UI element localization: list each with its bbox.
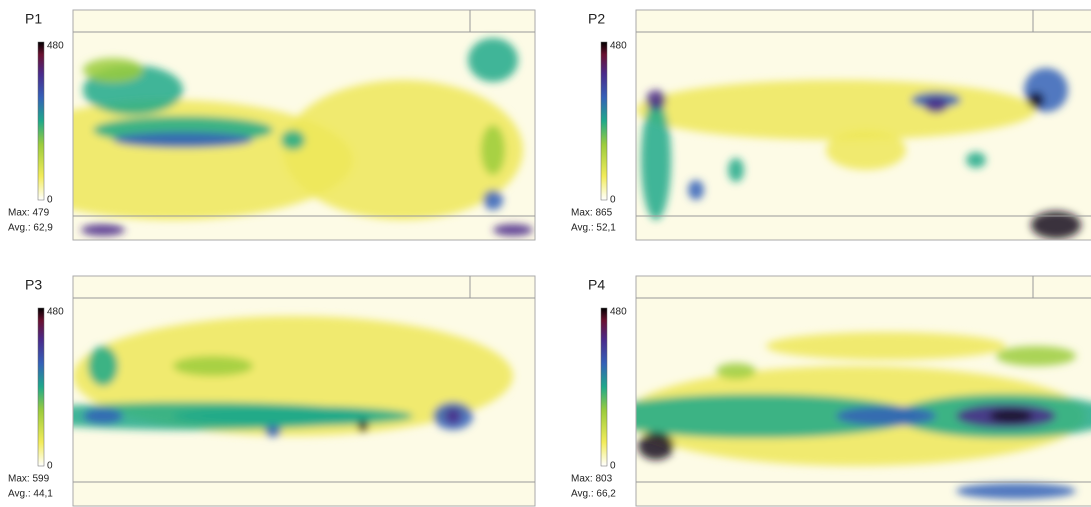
heatmap-field [636,68,1081,239]
heat-blob [281,130,305,150]
max-value: Max: 479 [8,208,50,219]
panel: P4 480 0 Max: 803 Avg.: 66,2 [571,275,1091,507]
heat-blob [283,80,523,220]
heat-blob [81,224,125,236]
heat-blob [1031,211,1081,239]
scale-max: 480 [47,41,64,52]
heat-blob [638,432,674,460]
panel: P2 480 0 Max: 865 Avg.: 52,1 [571,9,1091,241]
heatmap-frame [72,9,536,241]
heat-blob [826,130,906,170]
max-value: Max: 865 [571,208,613,219]
panel-label: P4 [588,277,605,293]
heatmap-field [636,332,1091,499]
panel-label: P3 [25,277,42,293]
heat-blob [468,38,518,82]
heat-blob [641,100,671,220]
heatmap-field [73,316,513,437]
scale-min: 0 [610,195,616,206]
scale-max: 480 [47,307,64,318]
color-scale [600,307,608,467]
avg-value: Avg.: 66,2 [571,489,616,500]
panel: P1 480 0 Max: 479 Avg.: 62,9 [8,9,536,241]
panel-label: P1 [25,11,42,27]
avg-value: Avg.: 62,9 [8,223,53,234]
heatmap-frame [72,275,536,507]
avg-value: Avg.: 52,1 [571,223,616,234]
scale-max: 480 [610,307,627,318]
heatmap-frame [635,275,1091,507]
heatmap-frame [635,9,1091,241]
heatmap-field [73,38,533,236]
panel-label: P2 [588,11,605,27]
heat-blob [836,406,936,426]
heat-blob [989,409,1033,423]
scale-min: 0 [47,195,53,206]
heat-blob [766,332,1006,360]
heat-blob [996,346,1076,366]
heat-blob [483,190,503,210]
heat-blob [1028,92,1044,108]
heat-blob [173,356,253,376]
heat-blob [173,406,413,426]
heat-blob [83,58,143,82]
max-value: Max: 599 [8,474,50,485]
heat-blob [966,152,986,168]
heat-blob [88,346,118,386]
heatmap [636,10,1091,240]
heat-blob [646,90,666,110]
heat-blob [728,158,744,182]
heatmap [636,276,1091,506]
heat-blob [636,80,1036,140]
heat-blob [924,97,948,113]
heatmap [73,276,535,506]
heat-blob [481,125,505,175]
heat-blob [636,394,916,438]
color-scale [600,41,608,201]
scale-min: 0 [47,461,53,472]
heat-blob [956,483,1076,499]
color-scale [37,307,45,467]
heat-blob [358,420,368,432]
scale-max: 480 [610,41,627,52]
heat-blob [688,180,704,200]
heat-blob [493,224,533,236]
heat-blob [445,408,461,424]
scale-min: 0 [610,461,616,472]
heat-blob [83,408,123,424]
heat-blob [716,363,756,379]
panel: P3 480 0 Max: 599 Avg.: 44,1 [8,275,536,507]
color-scale [37,41,45,201]
heatmap [73,10,535,240]
heat-blob [265,425,281,437]
max-value: Max: 803 [571,474,613,485]
heat-blob [113,132,253,148]
avg-value: Avg.: 44,1 [8,489,53,500]
